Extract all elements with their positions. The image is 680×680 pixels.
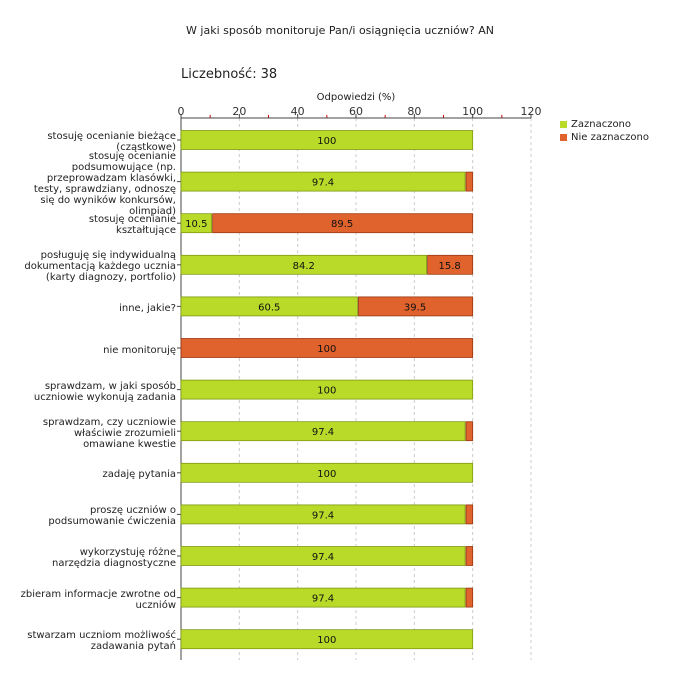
- legend-item-selected: Zaznaczono: [560, 118, 649, 131]
- legend-label-not-selected: Nie zaznaczono: [571, 132, 650, 143]
- sample-size: Liczebność: 38: [181, 67, 277, 82]
- category-label: posługuję się indywidualną dokumentacją …: [24, 250, 176, 284]
- legend-item-not-selected: Nie zaznaczono: [560, 131, 649, 144]
- data-label: 100: [317, 386, 336, 397]
- data-label: 97.4: [312, 510, 334, 521]
- bar-selected: [180, 629, 474, 650]
- category-label: stosuję ocenianie podsumowujące (np. prz…: [33, 150, 176, 217]
- data-label: 10.5: [185, 219, 207, 230]
- category-label: sprawdzam, w jaki sposób uczniowie wykon…: [33, 380, 176, 403]
- x-tick-label: 60: [349, 105, 363, 118]
- data-label: 84.2: [293, 261, 315, 272]
- data-label: 100: [317, 344, 336, 355]
- category-label: nie monitoruję: [103, 344, 176, 356]
- bar-selected: [180, 296, 358, 317]
- x-tick-label: 20: [232, 105, 246, 118]
- legend-swatch-not-selected: [560, 134, 567, 141]
- data-label: 100: [317, 136, 336, 147]
- category-label: wykorzystuję różne narzędzia diagnostycz…: [51, 547, 176, 569]
- category-label: zbieram informacje zwrotne od uczniów: [20, 588, 176, 611]
- sample-size-value: 38: [260, 67, 278, 82]
- data-label: 97.4: [312, 594, 334, 605]
- data-label: 97.4: [312, 178, 334, 189]
- bar-not-selected: [465, 504, 474, 525]
- bar-selected: [180, 587, 466, 608]
- category-label: sprawdzam, czy uczniowie właściwie zrozu…: [42, 416, 176, 450]
- bar-not-selected: [212, 213, 474, 234]
- sample-size-label: Liczebność:: [181, 67, 257, 82]
- bar-selected: [180, 504, 466, 525]
- category-label: stwarzam uczniom możliwość zadawania pyt…: [27, 630, 176, 653]
- x-tick-label: 40: [291, 105, 305, 118]
- bar-not-selected: [465, 587, 474, 608]
- legend: Zaznaczono Nie zaznaczono: [560, 118, 649, 144]
- bar-selected: [180, 546, 466, 566]
- bar-not-selected: [465, 421, 474, 442]
- bar-selected: [180, 421, 466, 442]
- data-label: 60.5: [258, 302, 280, 313]
- bar-not-selected: [465, 546, 474, 566]
- bar-not-selected: [180, 338, 474, 358]
- bar-not-selected: [358, 296, 474, 317]
- data-label: 39.5: [404, 302, 426, 313]
- category-label: zadaję pytania: [102, 469, 176, 481]
- x-tick-label: 120: [521, 105, 542, 118]
- data-label: 100: [317, 469, 336, 480]
- category-label: proszę uczniów o podsumowanie ćwiczenia: [48, 505, 176, 528]
- data-label: 97.4: [312, 427, 334, 438]
- x-tick-label: 80: [407, 105, 421, 118]
- chart-title: W jaki sposób monitoruje Pan/i osiągnięc…: [186, 24, 494, 37]
- data-label: 15.8: [438, 261, 460, 272]
- x-tick-label: 0: [178, 105, 185, 118]
- category-label: inne, jakie?: [119, 302, 176, 314]
- category-label: stosuję ocenianie bieżące (cząstkowe): [47, 131, 176, 153]
- x-axis-title: Odpowiedzi (%): [316, 92, 396, 103]
- bar-not-selected: [427, 254, 474, 275]
- x-tick-label: 100: [462, 105, 483, 118]
- bar-selected: [180, 379, 474, 400]
- bar-selected: [180, 130, 474, 150]
- legend-label-selected: Zaznaczono: [571, 119, 632, 130]
- bar-selected: [180, 171, 466, 192]
- data-label: 100: [317, 635, 336, 646]
- category-label: stosuję ocenianie kształtujące: [88, 214, 176, 237]
- legend-swatch-selected: [560, 121, 567, 128]
- bar-not-selected: [465, 171, 474, 192]
- data-label: 89.5: [331, 219, 353, 230]
- data-label: 97.4: [312, 552, 334, 563]
- bar-selected: [180, 254, 427, 275]
- bar-selected: [180, 213, 213, 234]
- bar-selected: [180, 462, 474, 483]
